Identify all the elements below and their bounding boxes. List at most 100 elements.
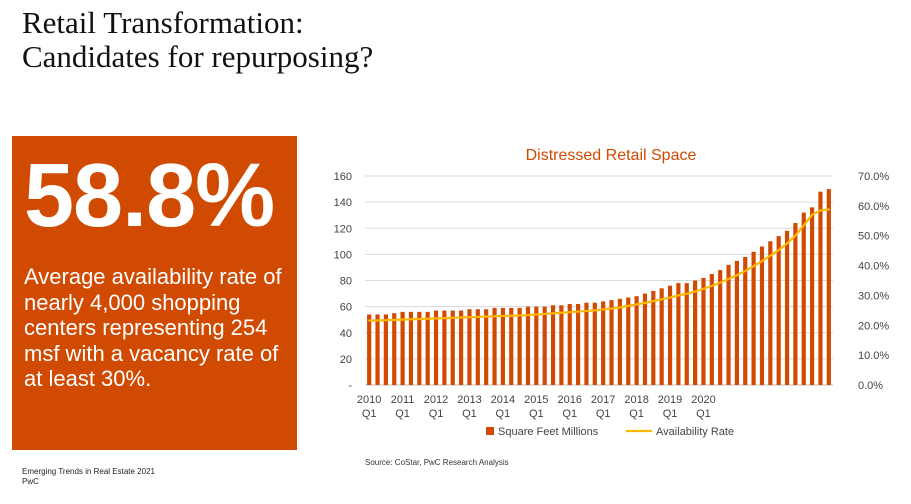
bar-square-feet <box>818 191 823 385</box>
bar-square-feet <box>776 236 781 385</box>
y-right-tick-label: 60.0% <box>858 201 889 213</box>
bar-square-feet <box>500 307 505 385</box>
x-tick-label-year: 2020 <box>691 394 715 406</box>
bar-square-feet <box>425 311 430 385</box>
y-right-tick-label: 70.0% <box>858 171 889 183</box>
bar-square-feet <box>801 212 806 385</box>
bar-square-feet <box>659 288 664 385</box>
y-left-tick-label: 120 <box>334 223 352 235</box>
y-right-tick-label: 20.0% <box>858 320 889 332</box>
bar-square-feet <box>392 313 397 385</box>
bar-square-feet <box>693 280 698 385</box>
x-tick-label-year: 2018 <box>624 394 648 406</box>
bar-square-feet <box>626 297 631 385</box>
x-tick-label-year: 2010 <box>357 394 381 406</box>
bar-square-feet <box>676 283 681 385</box>
y-left-tick-label: 140 <box>334 197 352 209</box>
x-tick-label-year: 2014 <box>491 394 515 406</box>
y-left-tick-label: 20 <box>340 354 352 366</box>
x-tick-label-year: 2013 <box>457 394 481 406</box>
bar-square-feet <box>634 296 639 385</box>
bar-square-feet <box>484 309 489 385</box>
y-left-tick-label: - <box>348 380 352 392</box>
x-tick-label-year: 2019 <box>658 394 682 406</box>
x-tick-label-quarter: Q1 <box>663 408 678 420</box>
bar-square-feet <box>584 302 589 385</box>
bar-square-feet <box>734 260 739 385</box>
bar-square-feet <box>467 309 472 385</box>
bar-square-feet <box>517 307 522 385</box>
bar-square-feet <box>542 306 547 385</box>
bar-square-feet <box>375 314 380 385</box>
bar-square-feet <box>651 290 656 385</box>
chart-title: Distressed Retail Space <box>526 147 697 164</box>
bar-square-feet <box>617 298 622 385</box>
bar-square-feet <box>525 306 531 385</box>
bar-square-feet <box>609 300 614 385</box>
y-left-tick-label: 80 <box>340 276 352 288</box>
bar-square-feet <box>701 277 706 385</box>
bar-square-feet <box>759 246 765 385</box>
footer-company: PwC <box>22 477 39 486</box>
x-tick-label-year: 2017 <box>591 394 615 406</box>
bar-square-feet <box>601 301 606 385</box>
bar-square-feet <box>768 241 773 385</box>
bar-square-feet <box>383 314 388 385</box>
bar-square-feet <box>784 230 790 385</box>
bar-square-feet <box>367 314 372 385</box>
x-tick-label-quarter: Q1 <box>395 408 410 420</box>
bar-square-feet <box>751 251 756 385</box>
bar-square-feet <box>684 283 689 385</box>
bar-square-feet <box>550 305 556 385</box>
bar-square-feet <box>509 307 514 385</box>
bar-square-feet <box>492 307 497 385</box>
bar-square-feet <box>475 309 480 385</box>
bar-square-feet <box>417 311 422 385</box>
bar-square-feet <box>826 189 831 385</box>
y-right-tick-label: 10.0% <box>858 350 889 362</box>
x-tick-label-year: 2016 <box>558 394 582 406</box>
y-left-tick-label: 60 <box>340 302 352 314</box>
source-note: Source: CoStar, PwC Research Analysis <box>365 458 509 467</box>
bar-square-feet <box>400 311 405 385</box>
slide-title: Retail Transformation: Candidates for re… <box>22 6 373 74</box>
x-tick-label-year: 2015 <box>524 394 548 406</box>
y-left-tick-label: 40 <box>340 328 352 340</box>
x-tick-label-quarter: Q1 <box>496 408 511 420</box>
stat-callout: 58.8% Average availability rate of nearl… <box>12 136 297 450</box>
bar-square-feet <box>534 306 539 385</box>
x-tick-label-quarter: Q1 <box>596 408 611 420</box>
stat-description: Average availability rate of nearly 4,00… <box>24 264 282 391</box>
x-tick-label-quarter: Q1 <box>362 408 377 420</box>
title-line-1: Retail Transformation: <box>22 5 304 40</box>
bar-square-feet <box>408 311 414 385</box>
x-tick-label-quarter: Q1 <box>696 408 711 420</box>
distressed-retail-chart: Distressed Retail Space - 20 40 60 80 100 120 14… <box>334 147 890 438</box>
y-left-tick-label: 100 <box>334 249 352 261</box>
bar-square-feet <box>576 304 581 385</box>
y-right-tick-label: 50.0% <box>858 231 889 243</box>
x-tick-label-quarter: Q1 <box>462 408 477 420</box>
bar-square-feet <box>459 310 464 385</box>
bar-square-feet <box>450 310 455 385</box>
bar-square-feet <box>433 310 439 385</box>
bar-square-feet <box>559 305 564 385</box>
stat-value: 58.8% <box>24 146 275 246</box>
legend-label-square-feet: Square Feet Millions <box>498 426 599 438</box>
legend-label-availability-rate: Availability Rate <box>656 426 734 438</box>
bar-square-feet <box>709 273 714 385</box>
bar-square-feet <box>592 302 597 385</box>
y-left-tick-label: 160 <box>334 171 352 183</box>
y-right-tick-label: 30.0% <box>858 290 889 302</box>
bar-square-feet <box>793 223 798 385</box>
y-right-tick-label: 0.0% <box>858 380 883 392</box>
bar-square-feet <box>442 310 447 385</box>
bar-square-feet <box>810 207 815 385</box>
bar-square-feet <box>567 304 572 385</box>
x-tick-label-year: 2012 <box>424 394 448 406</box>
line-availability-rate <box>368 208 830 322</box>
x-tick-label-quarter: Q1 <box>429 408 444 420</box>
x-tick-label-quarter: Q1 <box>529 408 544 420</box>
y-right-tick-label: 40.0% <box>858 261 889 273</box>
bar-square-feet <box>718 270 723 385</box>
